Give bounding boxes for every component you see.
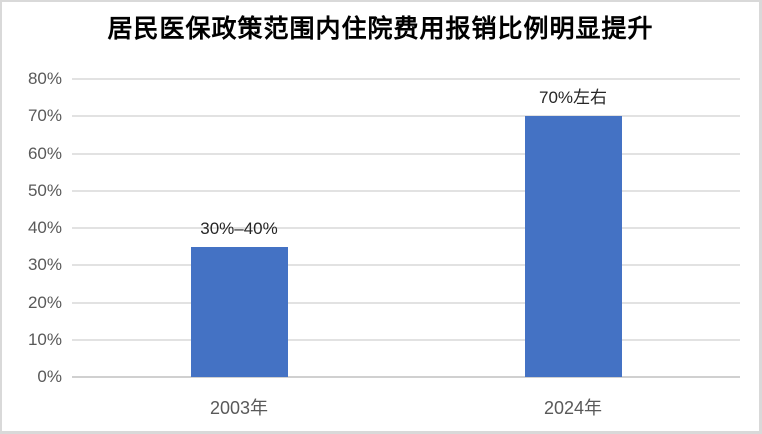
bar-2003年 bbox=[190, 246, 288, 377]
gridline bbox=[72, 78, 740, 80]
gridline bbox=[72, 115, 740, 118]
y-tick-label: 80% bbox=[27, 69, 62, 88]
y-tick-label: 60% bbox=[27, 143, 62, 163]
y-tick-label: 70% bbox=[27, 106, 62, 126]
gridline bbox=[72, 152, 740, 155]
x-axis-line bbox=[72, 376, 740, 378]
chart-title: 居民医保政策范围内住院费用报销比例明显提升 bbox=[107, 15, 654, 43]
plot-area: 80% 70% 60% 50% 40% 30% 20% 10% 0% 30%–40% 2003年 70… bbox=[28, 69, 740, 418]
gridline bbox=[72, 338, 740, 341]
y-tick-label: 10% bbox=[27, 329, 62, 349]
x-tick-label: 2003年 bbox=[209, 398, 269, 418]
gridline bbox=[72, 301, 740, 304]
y-tick-label: 30% bbox=[27, 255, 62, 275]
gridline bbox=[72, 189, 740, 192]
y-tick-label: 0% bbox=[37, 367, 62, 386]
gridline bbox=[72, 227, 740, 229]
gridline bbox=[72, 264, 740, 267]
bar-value-label: 30%–40% bbox=[200, 218, 278, 238]
y-tick-label: 40% bbox=[27, 218, 62, 237]
bar-value-label: 70%左右 bbox=[538, 88, 608, 108]
bar-2024年 bbox=[524, 116, 622, 377]
x-tick-label: 2024年 bbox=[543, 398, 603, 418]
y-tick-label: 50% bbox=[27, 180, 62, 200]
y-tick-label: 20% bbox=[27, 292, 62, 312]
